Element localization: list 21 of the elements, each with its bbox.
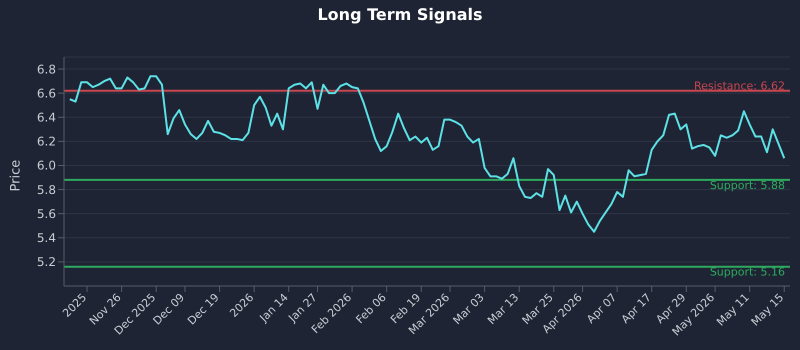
y-tick-label: 6.2 <box>36 134 56 149</box>
y-tick-label: 5.4 <box>36 231 56 246</box>
y-tick-label: 5.8 <box>36 182 56 197</box>
y-tick-label: 6.6 <box>36 86 56 100</box>
x-tick-label: Dec 19 <box>185 290 222 328</box>
x-tick-label: Apr 07 <box>584 290 620 326</box>
y-axis-title: Price <box>8 160 24 192</box>
y-tick-label: 6.0 <box>36 158 56 173</box>
x-tick-label: Apr 17 <box>618 290 654 326</box>
line-series <box>68 75 786 233</box>
chart-title: Long Term Signals <box>316 5 484 24</box>
ref-line-label: Support: 5.16 <box>710 266 785 279</box>
y-tick-label: 5.2 <box>36 255 56 270</box>
x-tick-label: Mar 03 <box>450 290 487 328</box>
x-tick-label: Feb 06 <box>353 290 389 326</box>
x-tick-label: Mar 13 <box>485 290 522 328</box>
ref-line-label: Resistance: 6.62 <box>694 80 785 93</box>
y-tick-label: 6.4 <box>36 110 56 125</box>
ref-line-label: Support: 5.88 <box>710 178 785 192</box>
y-tick-label: 6.8 <box>36 62 56 76</box>
y-tick-label: 5.6 <box>36 206 56 221</box>
